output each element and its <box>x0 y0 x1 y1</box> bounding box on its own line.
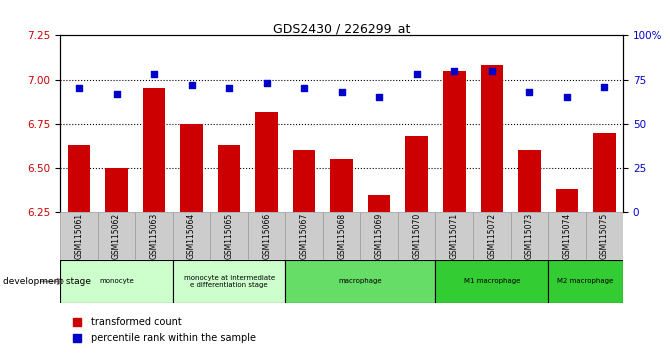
Bar <box>398 212 436 260</box>
Text: transformed count: transformed count <box>91 317 182 327</box>
Bar <box>248 212 285 260</box>
Text: GSM115068: GSM115068 <box>337 213 346 259</box>
Bar <box>173 212 210 260</box>
Bar <box>360 212 398 260</box>
Point <box>599 84 610 90</box>
Bar <box>135 212 173 260</box>
Bar <box>323 212 360 260</box>
Text: GSM115061: GSM115061 <box>74 213 84 259</box>
Bar <box>405 136 428 212</box>
Bar <box>285 212 323 260</box>
Bar <box>480 65 503 212</box>
Point <box>111 91 122 97</box>
Bar <box>436 260 548 303</box>
Text: M2 macrophage: M2 macrophage <box>557 279 614 284</box>
Bar <box>60 212 98 260</box>
Bar <box>586 212 623 260</box>
Point <box>336 89 347 95</box>
Bar <box>368 195 391 212</box>
Text: GSM115064: GSM115064 <box>187 213 196 259</box>
Bar <box>60 260 173 303</box>
Text: GSM115070: GSM115070 <box>412 213 421 259</box>
Bar <box>210 212 248 260</box>
Bar <box>255 112 278 212</box>
Text: GSM115062: GSM115062 <box>112 213 121 259</box>
Text: GSM115067: GSM115067 <box>299 213 309 259</box>
Bar <box>555 189 578 212</box>
Bar <box>293 150 316 212</box>
Bar <box>548 212 586 260</box>
Point <box>224 86 234 91</box>
Bar <box>443 71 466 212</box>
Text: GSM115063: GSM115063 <box>149 213 159 259</box>
Bar <box>518 150 541 212</box>
Bar <box>143 88 165 212</box>
Bar <box>436 212 473 260</box>
Bar <box>68 145 90 212</box>
Text: GSM115073: GSM115073 <box>525 213 534 259</box>
Bar <box>173 260 285 303</box>
Text: GSM115071: GSM115071 <box>450 213 459 259</box>
Title: GDS2430 / 226299_at: GDS2430 / 226299_at <box>273 22 411 35</box>
Point <box>186 82 197 88</box>
Bar <box>548 260 623 303</box>
Bar <box>105 168 128 212</box>
Point <box>261 80 272 86</box>
Bar <box>98 212 135 260</box>
Bar <box>473 212 511 260</box>
Bar <box>330 159 353 212</box>
Point <box>411 72 422 77</box>
Text: GSM115075: GSM115075 <box>600 213 609 259</box>
Text: GSM115074: GSM115074 <box>562 213 572 259</box>
Bar <box>218 145 241 212</box>
Text: GSM115065: GSM115065 <box>224 213 234 259</box>
Point <box>524 89 535 95</box>
Point <box>299 86 310 91</box>
Point <box>149 72 159 77</box>
Text: monocyte: monocyte <box>99 279 134 284</box>
Text: GSM115069: GSM115069 <box>375 213 384 259</box>
Point <box>449 68 460 74</box>
Text: M1 macrophage: M1 macrophage <box>464 279 520 284</box>
Point <box>486 68 497 74</box>
Text: monocyte at intermediate
e differentiation stage: monocyte at intermediate e differentiati… <box>184 275 275 288</box>
Text: development stage: development stage <box>3 277 91 286</box>
Text: percentile rank within the sample: percentile rank within the sample <box>91 333 256 343</box>
Bar <box>285 260 436 303</box>
Bar <box>511 212 548 260</box>
Point <box>561 95 572 100</box>
Text: GSM115066: GSM115066 <box>262 213 271 259</box>
Point <box>74 86 84 91</box>
Bar <box>593 133 616 212</box>
Point <box>374 95 385 100</box>
Text: macrophage: macrophage <box>338 279 383 284</box>
Text: GSM115072: GSM115072 <box>487 213 496 259</box>
Bar <box>180 124 203 212</box>
